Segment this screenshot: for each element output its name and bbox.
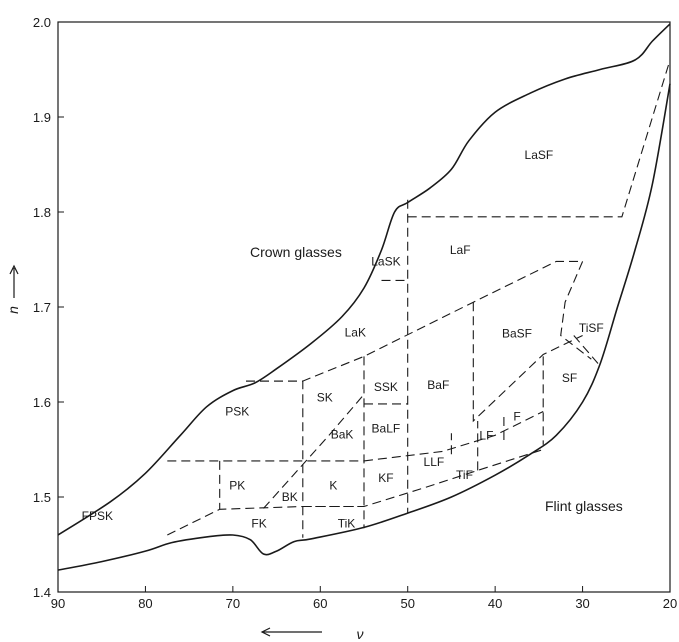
dashed-region-boundary [407, 59, 671, 218]
dashed-region-boundary [363, 411, 544, 462]
dashed-boundaries [167, 59, 671, 538]
y-axis-label: n [5, 306, 21, 314]
region-label-sk: SK [317, 390, 333, 404]
region-label-sf: SF [562, 371, 577, 385]
x-tick-label: 60 [313, 596, 327, 611]
axis-ticks: 90 80 70 60 50 40 30 20 1.4 1.5 1.6 1.7 1.8 1.9 2.0 [33, 15, 677, 611]
x-axis-arrowhead [260, 627, 271, 637]
dashed-region-boundary [246, 380, 304, 538]
region-label-tif: TiF [456, 468, 473, 482]
region-label-laf: LaF [450, 243, 471, 257]
y-tick-label: 1.8 [33, 205, 51, 220]
region-label-balf: BaLF [372, 422, 401, 436]
region-label-basf: BaSF [502, 327, 532, 341]
x-tick-label: 70 [226, 596, 240, 611]
region-label-lask: LaSK [371, 254, 400, 268]
x-tick-label: 50 [400, 596, 414, 611]
flint-glasses-annotation: Flint glasses [545, 498, 623, 514]
y-tick-label: 1.4 [33, 585, 51, 600]
dashed-region-boundary [573, 335, 601, 367]
region-label-k: K [329, 479, 337, 493]
region-label-tik: TiK [338, 517, 356, 531]
region-label-kf: KF [378, 471, 393, 485]
x-axis-label: ν [357, 626, 364, 642]
region-label-bk: BK [282, 490, 298, 504]
region-label-fpsk: FPSK [82, 509, 113, 523]
lower-boundary-curve [57, 83, 671, 571]
crown-glasses-annotation: Crown glasses [250, 244, 342, 260]
y-tick-label: 1.9 [33, 110, 51, 125]
region-label-f: F [513, 409, 520, 423]
region-label-lf: LF [479, 428, 493, 442]
y-axis-arrowhead [9, 264, 19, 275]
x-tick-label: 30 [575, 596, 589, 611]
dashed-region-boundary [560, 261, 592, 360]
y-tick-label: 2.0 [33, 15, 51, 30]
region-label-pk: PK [229, 479, 245, 493]
boundary-curves [57, 23, 671, 571]
region-label-fk: FK [251, 517, 266, 531]
y-tick-label: 1.6 [33, 395, 51, 410]
region-label-ssk: SSK [374, 380, 398, 394]
region-label-baf: BaF [427, 378, 449, 392]
x-tick-label: 90 [51, 596, 65, 611]
x-tick-label: 80 [138, 596, 152, 611]
dashed-region-boundary [472, 302, 583, 423]
region-label-lasf: LaSF [525, 148, 554, 162]
dashed-region-boundary [263, 394, 365, 509]
region-label-tisf: TiSF [579, 321, 604, 335]
region-label-llf: LLF [424, 455, 445, 469]
region-label-bak: BaK [331, 427, 354, 441]
y-tick-label: 1.7 [33, 300, 51, 315]
region-label-psk: PSK [225, 405, 249, 419]
dashed-region-boundary [246, 260, 583, 382]
region-label-lak: LaK [345, 326, 366, 340]
upper-boundary-curve [57, 23, 671, 536]
dashed-region-boundary [302, 448, 544, 508]
region-labels: FPSK PSK PK FK BK SK BaK K TiK KF SSK BaLF LaK LaSK Ba… [82, 148, 604, 531]
x-tick-label: 40 [488, 596, 502, 611]
x-tick-label: 20 [663, 596, 677, 611]
y-tick-label: 1.5 [33, 490, 51, 505]
